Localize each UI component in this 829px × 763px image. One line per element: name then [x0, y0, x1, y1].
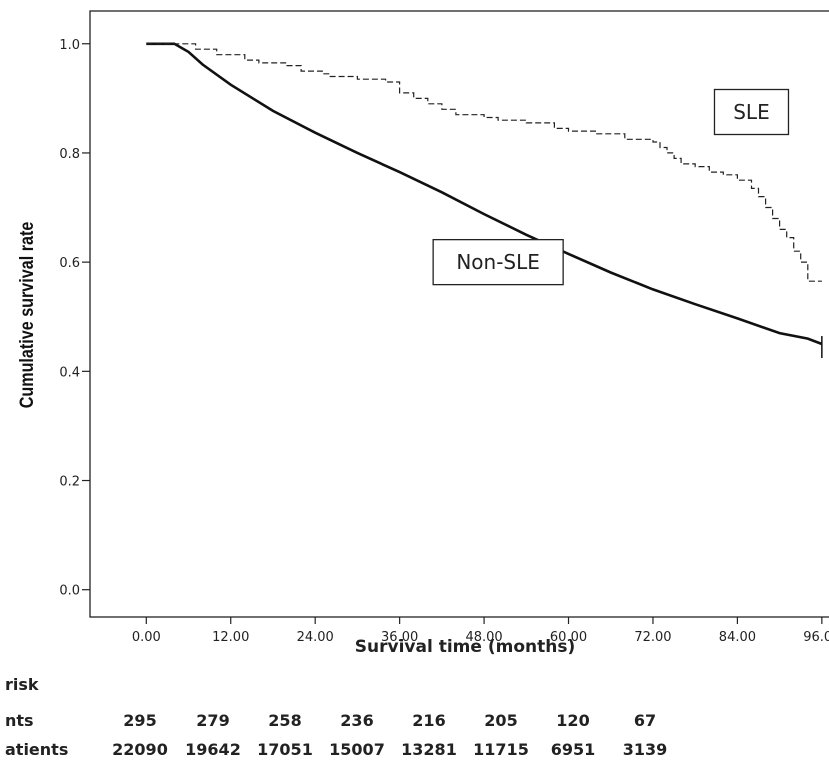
y-axis-label: Cumulative survival rate [16, 222, 38, 409]
sle-label: SLE [733, 100, 769, 124]
y-tick-label: 0.2 [59, 475, 80, 490]
risk-cell: 205 [484, 711, 517, 730]
risk-row-label: nts [5, 711, 34, 730]
y-tick-label: 1.0 [59, 38, 80, 53]
y-tick-label: 0.6 [59, 256, 80, 271]
risk-cell: 3139 [623, 740, 668, 759]
risk-cell: 67 [634, 711, 656, 730]
y-tick-label: 0.8 [59, 147, 80, 162]
x-tick-label: 96.00 [803, 630, 829, 645]
x-tick-label: 0.00 [132, 630, 161, 645]
risk-cell: 11715 [473, 740, 529, 759]
x-axis-label: Survival time (months) [355, 637, 575, 657]
y-tick-label: 0.0 [59, 584, 80, 599]
sle-label-box: SLE [713, 88, 790, 136]
risk-table-heading: risk [5, 675, 39, 694]
x-tick-label: 84.00 [719, 630, 756, 645]
y-axis-ticks: 0.0 0.2 0.4 0.6 0.8 1.0 [59, 38, 90, 599]
risk-cell: 279 [196, 711, 229, 730]
x-tick-label: 48.00 [465, 630, 502, 645]
risk-cell: 6951 [551, 740, 596, 759]
series-line-sle [146, 43, 822, 282]
x-tick-label: 60.00 [550, 630, 587, 645]
risk-cell: 120 [556, 711, 589, 730]
x-tick-label: 12.00 [212, 630, 249, 645]
x-tick-label: 24.00 [297, 630, 334, 645]
risk-cell: 236 [340, 711, 373, 730]
risk-cell: 216 [412, 711, 445, 730]
risk-cell: 17051 [257, 740, 313, 759]
x-axis-ticks: 0.00 12.00 24.00 36.00 48.00 60.00 72.00 84.00 9… [132, 617, 829, 645]
non-sle-label: Non-SLE [456, 250, 540, 274]
series-line-non-sle [146, 42, 823, 346]
risk-cell: 22090 [112, 740, 168, 759]
sle-label-frame [713, 88, 790, 136]
risk-table: nts 295 279 258 236 216 205 120 67 atients 22090 19… [5, 711, 667, 759]
risk-cell: 295 [123, 711, 156, 730]
risk-cell: 19642 [185, 740, 241, 759]
risk-cell: 15007 [329, 740, 385, 759]
risk-cell: 13281 [401, 740, 457, 759]
risk-row-label: atients [5, 740, 68, 759]
risk-cell: 258 [268, 711, 301, 730]
plot-frame [89, 10, 829, 618]
x-tick-label: 36.00 [381, 630, 418, 645]
y-tick-label: 0.4 [59, 365, 80, 380]
non-sle-label-frame [432, 238, 564, 286]
non-sle-label-box: Non-SLE [432, 238, 564, 286]
x-tick-label: 72.00 [634, 630, 671, 645]
